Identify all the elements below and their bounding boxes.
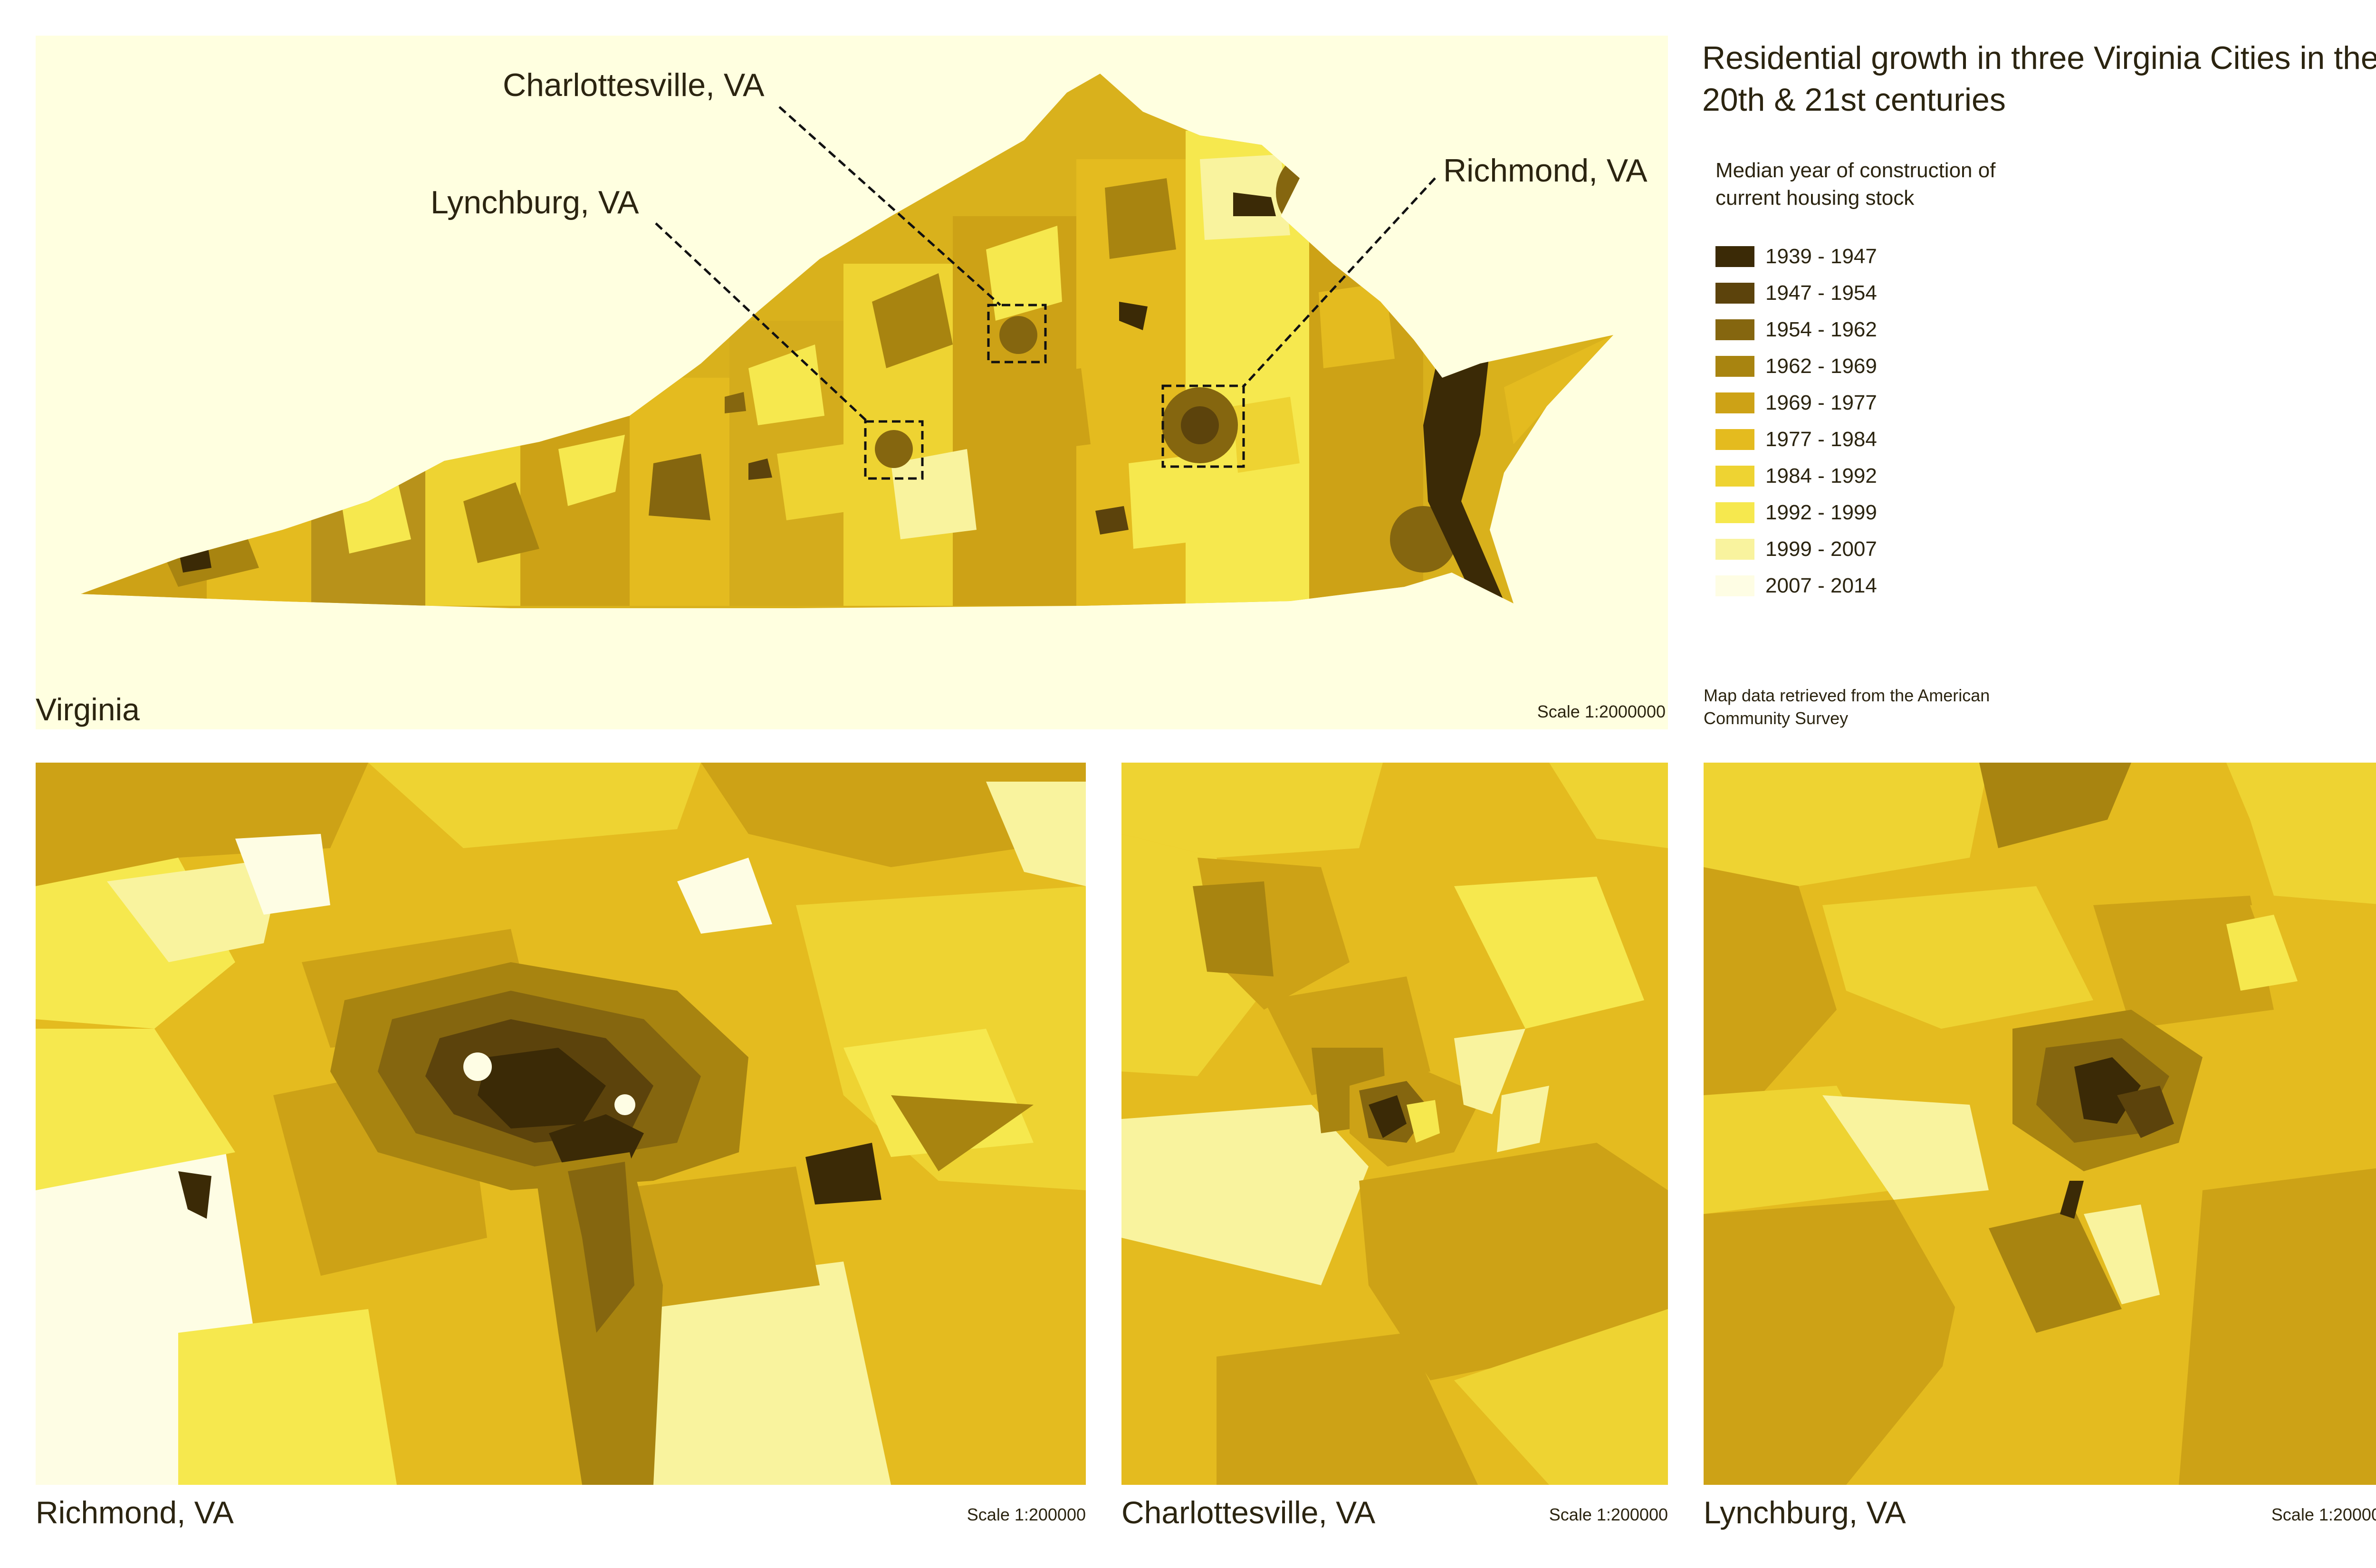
virginia-label: Virginia: [36, 692, 140, 727]
legend-label: 1977 - 1984: [1765, 428, 1877, 451]
legend-swatch: [1715, 539, 1754, 560]
lynchburg-leader-line: [655, 222, 868, 422]
legend-swatch: [1715, 466, 1754, 487]
virginia-map-canvas: [81, 74, 1613, 608]
legend-swatch: [1715, 319, 1754, 340]
richmond-label: Richmond, VA: [36, 1495, 234, 1530]
legend-label: 1969 - 1977: [1765, 391, 1877, 414]
legend-label: 1962 - 1969: [1765, 354, 1877, 378]
charlottesville-leader-line: [778, 106, 1001, 306]
charlottesville-label: Charlottesville, VA: [1121, 1495, 1376, 1530]
richmond-map-canvas: [36, 763, 1086, 1485]
legend-swatch: [1715, 429, 1754, 450]
richmond-scale: Scale 1:200000: [967, 1505, 1086, 1524]
legend-swatch: [1715, 392, 1754, 413]
callout-richmond: Richmond, VA: [1443, 153, 1648, 189]
legend-label: 1954 - 1962: [1765, 318, 1877, 341]
charlottesville-map[interactable]: [1121, 763, 1668, 1485]
legend-label: 1992 - 1999: [1765, 501, 1877, 524]
charlottesville-scale: Scale 1:200000: [1549, 1505, 1668, 1524]
lynchburg-label: Lynchburg, VA: [1704, 1495, 1906, 1530]
legend-label: 1947 - 1954: [1765, 281, 1877, 305]
legend-label: 1999 - 2007: [1765, 537, 1877, 561]
map-title: Residential growth in three Virginia Cit…: [1702, 40, 2376, 118]
legend-label: 1939 - 1947: [1765, 245, 1877, 268]
lynchburg-map-canvas: [1704, 763, 2376, 1485]
callout-charlottesville: Charlottesville, VA: [503, 67, 765, 103]
lynchburg-map[interactable]: [1704, 763, 2376, 1485]
legend-swatch: [1715, 283, 1754, 304]
data-source-note: Map data retrieved from the American Com…: [1704, 686, 1990, 728]
legend-label: 2007 - 2014: [1765, 574, 1877, 597]
legend-heading: Median year of construction of current h…: [1715, 159, 1996, 210]
virginia-map[interactable]: [36, 36, 1668, 729]
callout-lynchburg: Lynchburg, VA: [431, 184, 639, 220]
legend-swatch: [1715, 356, 1754, 377]
legend-label: 1984 - 1992: [1765, 464, 1877, 488]
virginia-tracts: [81, 74, 1613, 608]
lynchburg-callout-box: [864, 420, 924, 480]
charlottesville-callout-box: [987, 304, 1047, 363]
legend-swatch: [1715, 246, 1754, 267]
richmond-map[interactable]: [36, 763, 1086, 1485]
legend-swatch: [1715, 502, 1754, 523]
richmond-leader-line: [1242, 177, 1436, 388]
legend-swatch: [1715, 575, 1754, 596]
lynchburg-scale: Scale 1:200000: [2271, 1505, 2376, 1524]
charlottesville-map-canvas: [1121, 763, 1668, 1485]
richmond-callout-box: [1161, 384, 1245, 468]
virginia-scale: Scale 1:2000000: [1537, 702, 1666, 721]
